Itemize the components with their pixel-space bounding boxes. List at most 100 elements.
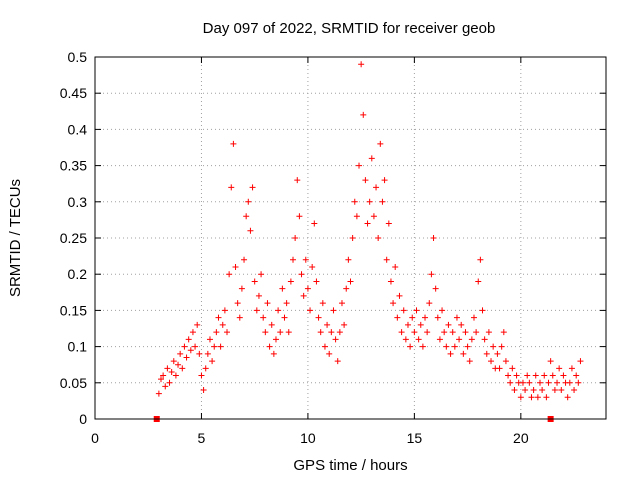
data-point bbox=[488, 358, 495, 365]
y-tick-label: 0 bbox=[79, 411, 87, 427]
data-point bbox=[479, 307, 486, 314]
data-point bbox=[464, 343, 471, 350]
data-point bbox=[247, 227, 254, 234]
data-point bbox=[175, 361, 182, 368]
data-point bbox=[505, 372, 512, 379]
data-point bbox=[279, 285, 286, 292]
data-point bbox=[332, 336, 339, 343]
data-point bbox=[490, 343, 497, 350]
data-point bbox=[373, 184, 380, 191]
data-point bbox=[513, 372, 520, 379]
data-point bbox=[160, 372, 167, 379]
data-point bbox=[417, 321, 424, 328]
data-point bbox=[439, 307, 446, 314]
data-point bbox=[573, 372, 580, 379]
data-point bbox=[204, 350, 211, 357]
data-point bbox=[158, 376, 165, 383]
y-tick-label: 0.45 bbox=[60, 85, 87, 101]
data-point bbox=[400, 307, 407, 314]
data-point bbox=[456, 336, 463, 343]
data-point bbox=[453, 314, 460, 321]
data-point bbox=[536, 379, 543, 386]
data-point bbox=[347, 278, 354, 285]
data-point bbox=[458, 321, 465, 328]
data-point bbox=[547, 358, 554, 365]
data-point bbox=[211, 343, 218, 350]
data-point bbox=[162, 383, 169, 390]
data-point bbox=[564, 394, 571, 401]
data-point bbox=[245, 198, 252, 205]
data-point bbox=[390, 300, 397, 307]
data-point bbox=[234, 300, 241, 307]
data-point bbox=[473, 329, 480, 336]
data-point bbox=[392, 263, 399, 270]
data-point bbox=[317, 329, 324, 336]
data-point bbox=[307, 307, 314, 314]
x-axis-title: GPS time / hours bbox=[293, 457, 407, 474]
data-point bbox=[558, 387, 565, 394]
data-point bbox=[338, 300, 345, 307]
data-point bbox=[415, 336, 422, 343]
data-point bbox=[290, 256, 297, 263]
x-tick-label: 0 bbox=[91, 430, 99, 446]
data-point bbox=[200, 387, 207, 394]
data-point bbox=[381, 177, 388, 184]
data-point bbox=[304, 285, 311, 292]
data-point bbox=[285, 329, 292, 336]
data-point bbox=[215, 314, 222, 321]
data-point bbox=[275, 307, 282, 314]
data-point bbox=[309, 263, 316, 270]
data-point bbox=[407, 343, 414, 350]
data-point bbox=[481, 336, 488, 343]
data-point bbox=[413, 307, 420, 314]
data-point bbox=[560, 372, 567, 379]
data-point bbox=[485, 329, 492, 336]
data-point bbox=[422, 314, 429, 321]
data-point bbox=[432, 285, 439, 292]
data-point bbox=[462, 329, 469, 336]
data-point bbox=[424, 329, 431, 336]
data-point bbox=[556, 365, 563, 372]
data-point bbox=[281, 314, 288, 321]
data-point bbox=[500, 329, 507, 336]
data-point bbox=[483, 350, 490, 357]
data-point bbox=[549, 372, 556, 379]
data-point bbox=[198, 372, 205, 379]
data-point bbox=[319, 300, 326, 307]
data-point bbox=[260, 314, 267, 321]
data-point bbox=[179, 365, 186, 372]
data-point bbox=[230, 140, 237, 147]
data-point bbox=[577, 358, 584, 365]
x-tick-label: 15 bbox=[407, 430, 423, 446]
data-point bbox=[209, 358, 216, 365]
data-point bbox=[302, 256, 309, 263]
data-point bbox=[326, 350, 333, 357]
data-point bbox=[166, 379, 173, 386]
data-point bbox=[315, 314, 322, 321]
data-point bbox=[270, 350, 277, 357]
data-point bbox=[249, 184, 256, 191]
gridlines bbox=[95, 57, 606, 419]
data-point bbox=[349, 235, 356, 241]
data-point bbox=[379, 198, 386, 205]
data-point bbox=[571, 387, 578, 394]
data-point bbox=[183, 354, 190, 361]
data-point bbox=[507, 379, 514, 386]
data-point bbox=[264, 300, 271, 307]
y-tick-label: 0.35 bbox=[60, 158, 87, 174]
data-point bbox=[268, 321, 275, 328]
data-point bbox=[224, 329, 231, 336]
data-point bbox=[528, 394, 535, 401]
data-point bbox=[404, 321, 411, 328]
data-point bbox=[377, 140, 384, 147]
data-point bbox=[426, 300, 433, 307]
data-point bbox=[383, 256, 390, 263]
data-point bbox=[177, 350, 184, 357]
data-point bbox=[185, 336, 192, 343]
data-point bbox=[449, 329, 456, 336]
data-point bbox=[294, 177, 301, 184]
data-point bbox=[192, 343, 199, 350]
x-tick-label: 20 bbox=[513, 430, 529, 446]
y-axis-title: SRMTID / TECUs bbox=[7, 179, 24, 297]
y-tick-label: 0.2 bbox=[68, 266, 88, 282]
